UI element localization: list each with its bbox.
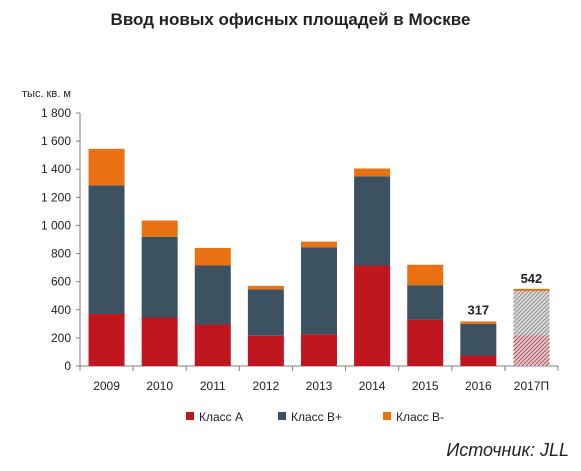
x-tick-label: 2016: [465, 379, 492, 393]
bar-segment: [141, 317, 178, 366]
x-tick-label: 2017П: [514, 379, 549, 393]
bar-segment: [407, 285, 444, 320]
forecast-bar-shade: [513, 335, 550, 366]
bar-segment: [460, 323, 497, 356]
legend-label: Класс В-: [396, 410, 444, 424]
bar-segment: [88, 185, 125, 314]
x-tick-label: 2011: [200, 379, 226, 393]
bar-segment: [141, 220, 178, 237]
bar-segment: [460, 355, 497, 366]
y-tick-label: 1 600: [41, 134, 71, 148]
x-tick-label: 2013: [306, 379, 333, 393]
bar-segment: [407, 319, 444, 366]
y-tick-label: 800: [51, 247, 71, 261]
bar-segment: [247, 335, 284, 366]
bar-segment: [354, 168, 391, 177]
bar-segment: [247, 289, 284, 336]
bar-segment: [194, 324, 231, 366]
y-tick-label: 1 000: [41, 218, 71, 232]
x-tick-label: 2010: [146, 379, 173, 393]
legend-swatch: [383, 412, 391, 420]
bar-segment: [301, 241, 337, 248]
legend-label: Класс В+: [291, 410, 342, 424]
bar-segment: [194, 265, 231, 325]
bar-segment: [194, 247, 231, 266]
chart-title: Ввод новых офисных площадей в Москве: [110, 10, 471, 29]
x-tick-label: 2009: [93, 379, 120, 393]
bar-segment: [301, 334, 337, 366]
y-tick-label: 1 800: [41, 106, 71, 120]
data-label: 317: [467, 302, 489, 317]
bar-segment: [354, 265, 391, 366]
y-tick-label: 600: [51, 275, 71, 289]
x-tick-label: 2014: [359, 379, 386, 393]
y-tick-label: 1 400: [41, 162, 71, 176]
y-tick-label: 1 200: [41, 190, 71, 204]
data-label: 542: [521, 271, 543, 286]
bar-segment: [354, 176, 391, 266]
bar-segment: [247, 285, 284, 290]
x-tick-label: 2015: [412, 379, 439, 393]
bar-segment: [407, 264, 444, 286]
source-note: Источник: JLL: [446, 440, 569, 460]
bar-segment: [88, 313, 125, 366]
bar-segment: [301, 247, 337, 335]
legend-swatch: [278, 412, 286, 420]
bar-segment: [460, 321, 497, 324]
y-tick-label: 400: [51, 303, 71, 317]
y-tick-label: 0: [64, 359, 71, 373]
y-tick-label: 200: [51, 331, 71, 345]
bar-segment: [88, 148, 125, 186]
legend-swatch: [186, 412, 194, 420]
bar-segment: [141, 236, 178, 318]
y-axis-label: тыс. кв. м: [22, 88, 71, 100]
legend-label: Класс А: [199, 410, 243, 424]
x-tick-label: 2012: [253, 379, 280, 393]
